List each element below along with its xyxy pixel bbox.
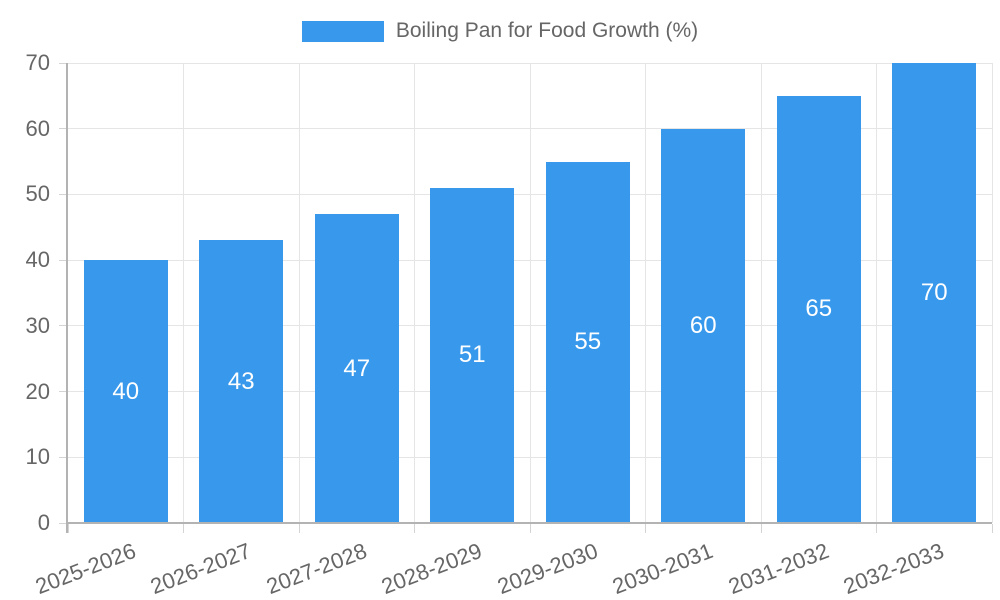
x-tick-label: 2029-2030: [493, 538, 601, 600]
y-tick-label: 20: [25, 378, 50, 404]
bar[interactable]: 70: [892, 63, 977, 523]
legend[interactable]: Boiling Pan for Food Growth (%): [0, 19, 1000, 43]
legend-swatch: [301, 20, 384, 42]
bar-value-label: 60: [689, 311, 717, 339]
x-tick-mark: [991, 524, 993, 533]
bar[interactable]: 51: [430, 187, 515, 523]
y-tick-mark: [59, 325, 68, 327]
bar-value-label: 70: [920, 279, 948, 306]
y-tick-mark: [59, 128, 68, 130]
x-tick-mark: [414, 524, 415, 533]
bar[interactable]: 55: [545, 161, 630, 523]
x-tick-mark: [67, 524, 69, 533]
bar-value-label: 40: [112, 377, 140, 405]
x-tick-label: 2030-2031: [609, 538, 717, 600]
y-tick-mark: [59, 391, 68, 393]
x-tick-mark: [876, 524, 877, 533]
x-tick-mark: [760, 524, 762, 533]
y-tick-mark: [59, 62, 68, 64]
x-tick-mark: [645, 524, 646, 533]
bar-value-label: 47: [343, 354, 371, 382]
bar-value-label: 65: [805, 295, 833, 323]
x-tick-label: 2028-2029: [378, 538, 486, 600]
v-gridline: [991, 63, 993, 523]
bar[interactable]: 43: [199, 240, 284, 523]
bar[interactable]: 60: [661, 128, 746, 523]
v-gridline: [414, 63, 415, 523]
y-tick-label: 0: [37, 510, 50, 535]
v-gridline: [645, 63, 646, 523]
v-gridline: [529, 63, 531, 523]
bar-value-label: 43: [227, 367, 255, 395]
y-axis-line: [66, 63, 68, 533]
x-tick-label: 2032-2033: [840, 538, 948, 600]
y-tick-label: 40: [25, 247, 50, 273]
y-tick-mark: [59, 522, 68, 524]
y-tick-label: 30: [25, 312, 50, 338]
y-tick-label: 70: [25, 50, 50, 75]
v-gridline: [183, 63, 184, 523]
x-tick-label: 2027-2028: [262, 538, 370, 600]
v-gridline: [298, 63, 300, 523]
v-gridline: [760, 63, 762, 523]
y-tick-label: 60: [25, 115, 50, 141]
legend-label: Boiling Pan for Food Growth (%): [395, 19, 699, 42]
bar[interactable]: 65: [776, 95, 861, 523]
y-tick-mark: [59, 193, 68, 195]
x-tick-label: 2026-2027: [147, 538, 255, 600]
x-tick-label: 2031-2032: [724, 538, 832, 600]
y-tick-label: 50: [25, 181, 50, 207]
bar[interactable]: 40: [83, 260, 168, 523]
x-tick-label: 2025-2026: [31, 538, 139, 600]
y-tick-mark: [59, 456, 68, 458]
bar[interactable]: 47: [314, 214, 399, 523]
y-tick-label: 10: [25, 444, 50, 470]
bar-value-label: 51: [458, 341, 486, 369]
x-axis-line: [66, 522, 992, 524]
x-tick-mark: [529, 524, 531, 533]
v-gridline: [876, 63, 877, 523]
x-tick-mark: [298, 524, 300, 533]
bar-value-label: 55: [574, 328, 602, 356]
y-tick-mark: [59, 259, 68, 261]
x-tick-mark: [183, 524, 184, 533]
